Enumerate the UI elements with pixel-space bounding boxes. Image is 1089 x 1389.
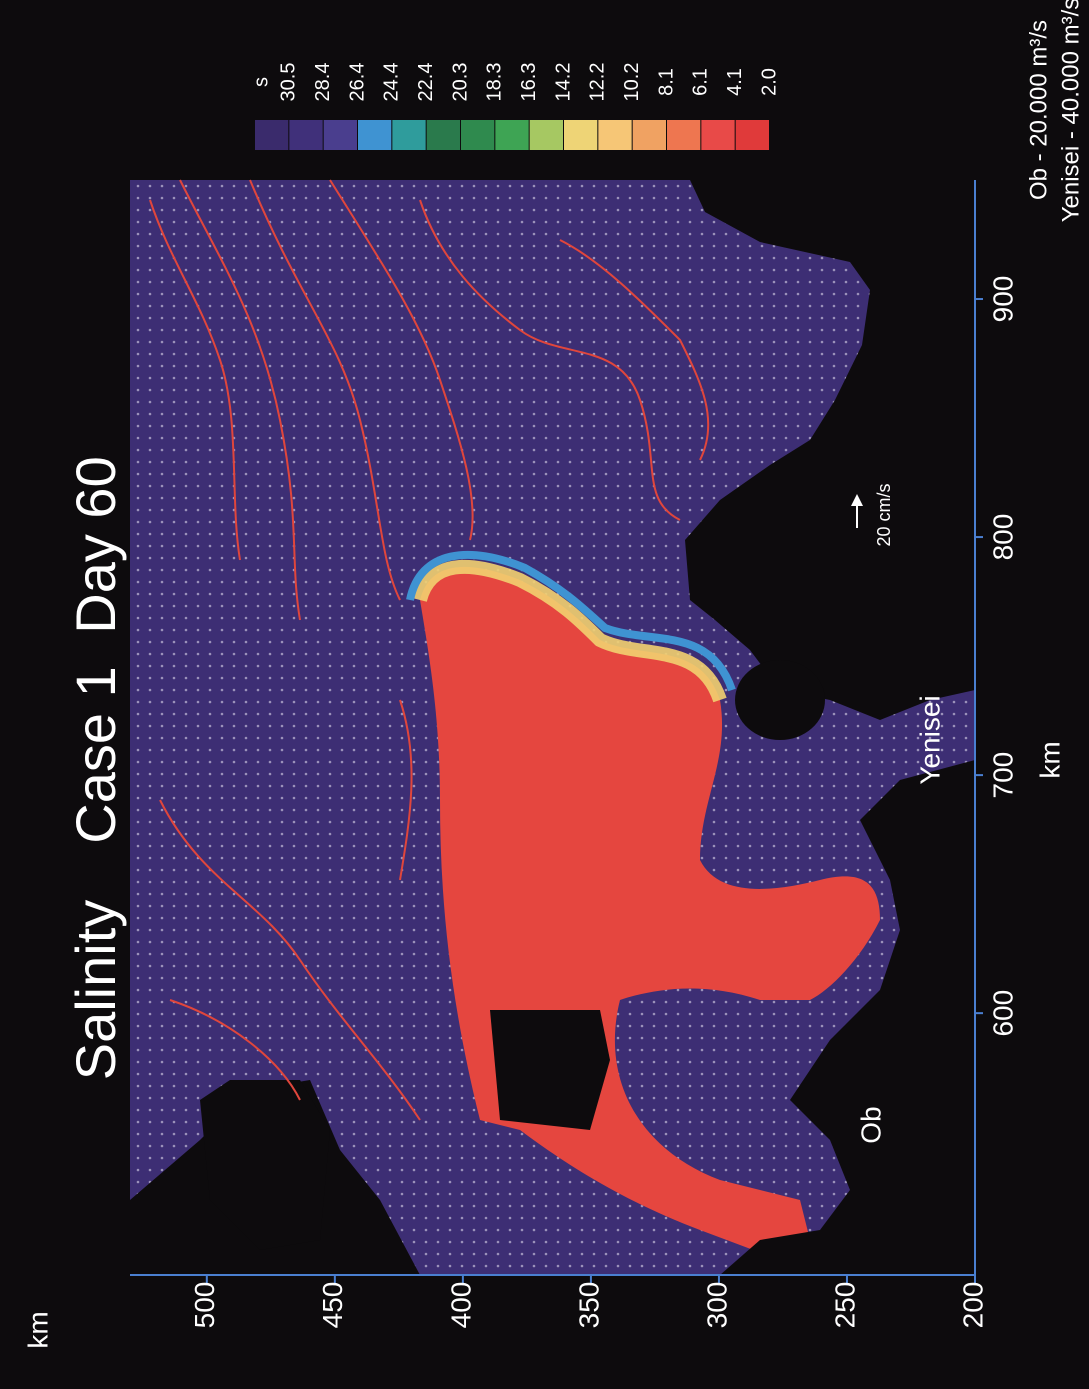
x-tick-label: 200: [957, 1282, 988, 1329]
colorbar-swatch: [255, 120, 289, 150]
colorbar-swatch: [529, 120, 563, 150]
colorbar-label: 14.2: [552, 63, 574, 102]
colorbar-label: 28.4: [312, 63, 334, 102]
place-label: Yenisei: [914, 695, 945, 784]
title: Salinity: [64, 900, 127, 1081]
contours: [149, 179, 710, 1121]
colorbar-label: 26.4: [346, 63, 368, 102]
annotation: Yenisei - 40.000 m³/s: [1057, 0, 1084, 222]
x-tick-label: 300: [701, 1282, 732, 1329]
colorbar-label: 2.0: [758, 68, 780, 96]
land: [490, 1010, 610, 1130]
x-axis-title: km: [22, 1311, 53, 1348]
colorbar-label: 12.2: [587, 63, 609, 102]
colorbar-swatch: [392, 120, 426, 150]
colorbar-swatch: [564, 120, 598, 150]
contour-line: [329, 179, 474, 541]
colorbar-swatch: [289, 120, 323, 150]
contour-line: [169, 999, 301, 1101]
y-tick-label: 800: [987, 514, 1018, 561]
y-tick-label: 600: [987, 990, 1018, 1037]
colorbar-swatch: [632, 120, 666, 150]
title: Day 60: [64, 456, 127, 633]
colorbar-swatch: [358, 120, 392, 150]
x-tick-label: 400: [445, 1282, 476, 1329]
contour-line: [179, 179, 301, 621]
contour-line: [559, 239, 710, 461]
colorbar-swatch: [461, 120, 495, 150]
colorbar-label: 10.2: [621, 63, 643, 102]
colorbar-label: 4.1: [724, 68, 746, 96]
front: [413, 559, 727, 703]
land: [720, 760, 975, 1275]
colorbar-swatch: [598, 120, 632, 150]
annotation: Ob - 20.000 m³/s: [1025, 20, 1052, 200]
colorbar-swatch: [735, 120, 769, 150]
island: [735, 660, 825, 740]
colorbar-label: 20.3: [449, 63, 471, 102]
map: [130, 179, 975, 1275]
colorbar-label: 24.4: [381, 63, 403, 102]
place-label: Ob: [855, 1106, 886, 1143]
colorbar-swatch: [701, 120, 735, 150]
colorbar-label: 30.5: [278, 63, 300, 102]
contour-line: [399, 699, 413, 881]
colorbar-label: 8.1: [655, 68, 677, 96]
colorbar-swatch: [426, 120, 460, 150]
colorbar-swatch: [495, 120, 529, 150]
colorbar-swatch: [667, 120, 701, 150]
contour-line: [249, 179, 401, 601]
colorbar-label: 22.4: [415, 63, 437, 102]
colorbar-swatch: [323, 120, 357, 150]
land: [200, 1080, 330, 1250]
y-axis-title: km: [1034, 741, 1065, 778]
scale-arrow-label: 20 cm/s: [874, 483, 894, 546]
x-tick-label: 250: [829, 1282, 860, 1329]
x-tick-label: 350: [573, 1282, 604, 1329]
y-tick-label: 900: [987, 276, 1018, 323]
colorbar-label: 6.1: [690, 68, 712, 96]
land: [685, 180, 975, 720]
x-tick-label: 450: [317, 1282, 348, 1329]
colorbar-label: 18.3: [484, 63, 506, 102]
contour-line: [419, 199, 681, 521]
contour-line: [149, 199, 241, 561]
y-tick-label: 700: [987, 752, 1018, 799]
x-tick-label: 500: [189, 1282, 220, 1329]
contour-line: [159, 799, 421, 1121]
colorbar-label: 16.3: [518, 63, 540, 102]
colorbar-title: s: [250, 77, 272, 87]
front: [406, 550, 736, 692]
title: Case 1: [64, 666, 127, 843]
